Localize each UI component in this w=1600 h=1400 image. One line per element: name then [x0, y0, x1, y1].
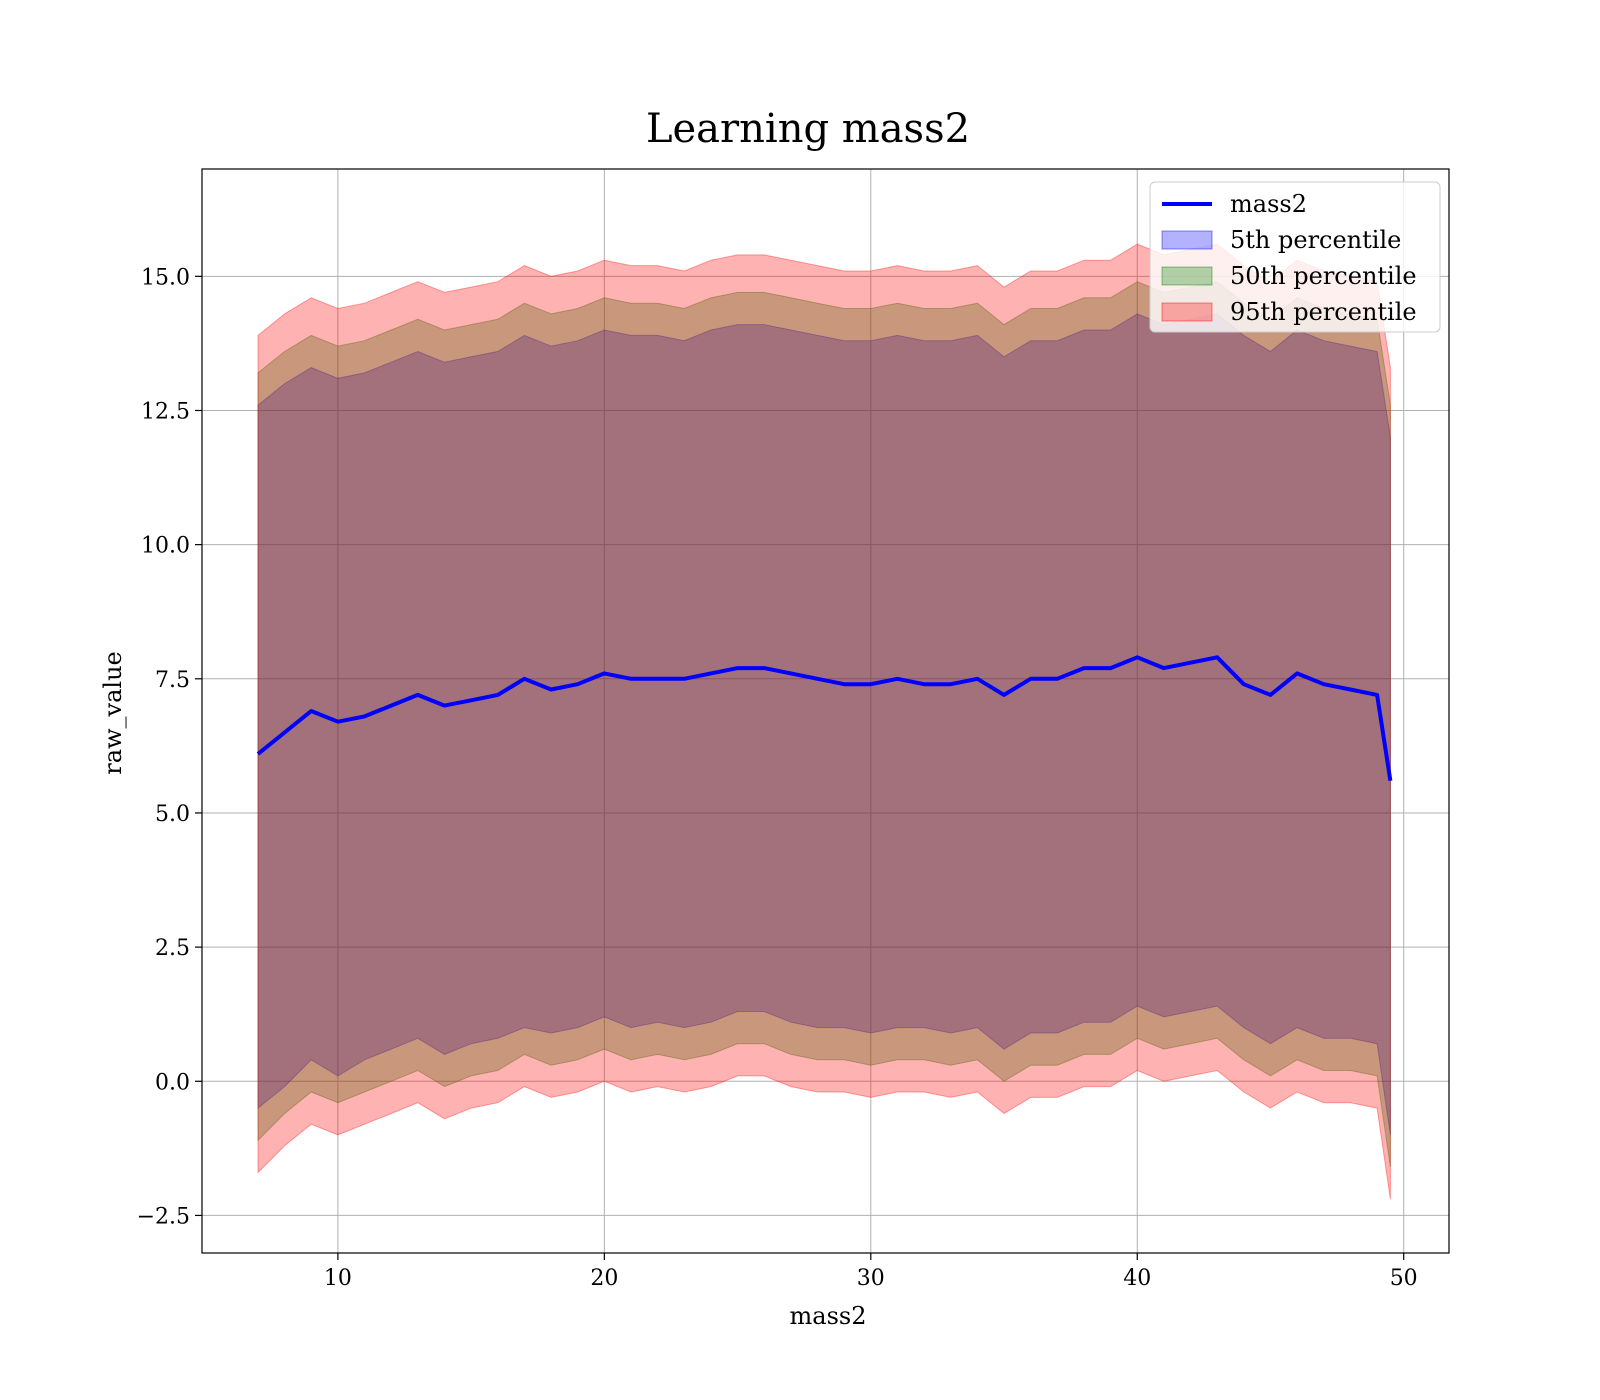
- legend: mass2 5th percentile 50th percentile 95th p…: [1149, 181, 1441, 333]
- y-tick-label: 10.0: [141, 534, 190, 559]
- x-tick-label: 40: [1123, 1266, 1151, 1291]
- legend-swatch-band: [1161, 230, 1213, 250]
- x-tick-label: 30: [857, 1266, 885, 1291]
- y-tick-label: 0.0: [155, 1070, 190, 1095]
- legend-label: 95th percentile: [1230, 298, 1417, 326]
- x-axis-label: mass2: [790, 1302, 867, 1330]
- y-tick-label: 12.5: [141, 399, 190, 424]
- series-line-mass2: [256, 655, 1393, 782]
- band-5th-percentile: [257, 313, 1391, 1135]
- band-50th-percentile: [257, 281, 1391, 1168]
- chart-title: Learning mass2: [646, 106, 970, 152]
- y-tick-label: 7.5: [155, 668, 190, 693]
- y-axis-label: raw_value: [99, 651, 127, 775]
- band-95th-percentile: [257, 243, 1391, 1200]
- y-tick-label: 5.0: [155, 802, 190, 827]
- legend-swatch-band: [1161, 266, 1213, 286]
- bands: [257, 243, 1391, 1200]
- plot-frame: [201, 168, 1450, 1254]
- lines: [256, 655, 1393, 782]
- legend-label: mass2: [1230, 190, 1307, 218]
- ticks: 10 20 30 40 50 −2.5 0.0 2.5 5.0 7.5 10.0 12.5 15.0: [137, 265, 1418, 1291]
- legend-swatch-band: [1161, 302, 1213, 322]
- x-tick-label: 10: [324, 1266, 352, 1291]
- y-tick-label: 2.5: [155, 936, 190, 961]
- x-tick-label: 20: [590, 1266, 618, 1291]
- legend-label: 50th percentile: [1230, 262, 1417, 290]
- y-tick-label: −2.5: [137, 1204, 190, 1229]
- y-tick-label: 15.0: [141, 265, 190, 290]
- x-tick-label: 50: [1390, 1266, 1418, 1291]
- legend-box: [1149, 181, 1441, 333]
- legend-label: 5th percentile: [1230, 226, 1401, 254]
